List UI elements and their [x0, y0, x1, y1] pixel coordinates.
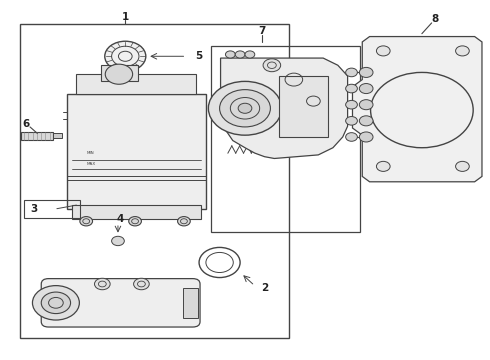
Bar: [76, 74, 196, 94]
Circle shape: [376, 161, 390, 171]
Circle shape: [345, 133, 357, 141]
Bar: [24, 200, 80, 218]
Circle shape: [238, 103, 252, 113]
Circle shape: [245, 51, 255, 58]
Bar: [183, 288, 197, 318]
Circle shape: [105, 41, 146, 71]
Text: 7: 7: [258, 26, 266, 36]
Circle shape: [177, 217, 190, 226]
Circle shape: [220, 90, 270, 127]
Circle shape: [345, 84, 357, 93]
Circle shape: [112, 236, 124, 246]
Text: 5: 5: [195, 51, 202, 61]
Bar: [21, 132, 53, 140]
Bar: [53, 133, 62, 138]
Circle shape: [41, 292, 71, 314]
Text: 2: 2: [261, 283, 268, 293]
Circle shape: [359, 132, 373, 142]
Text: 4: 4: [117, 215, 124, 224]
Circle shape: [345, 100, 357, 109]
Bar: [211, 45, 360, 232]
FancyBboxPatch shape: [41, 279, 200, 327]
Polygon shape: [220, 58, 347, 158]
Polygon shape: [352, 37, 482, 182]
Bar: [20, 24, 289, 338]
Bar: [67, 94, 206, 209]
Circle shape: [263, 59, 281, 72]
Circle shape: [129, 217, 142, 226]
Circle shape: [95, 278, 110, 290]
Text: MIN: MIN: [86, 151, 94, 155]
Text: 8: 8: [431, 14, 438, 24]
Circle shape: [134, 278, 149, 290]
Text: 3: 3: [30, 204, 38, 214]
Circle shape: [376, 46, 390, 56]
Circle shape: [80, 217, 93, 226]
Text: MAX: MAX: [86, 162, 96, 166]
Circle shape: [359, 67, 373, 77]
Circle shape: [359, 84, 373, 94]
Circle shape: [105, 64, 133, 84]
Bar: [101, 65, 138, 81]
Circle shape: [359, 116, 373, 126]
Circle shape: [345, 117, 357, 125]
Circle shape: [225, 51, 235, 58]
Circle shape: [345, 68, 357, 77]
Text: 6: 6: [23, 119, 30, 129]
Text: 1: 1: [122, 12, 129, 22]
Circle shape: [456, 46, 469, 56]
Circle shape: [456, 161, 469, 171]
Bar: [279, 76, 328, 137]
Bar: [72, 205, 201, 220]
Circle shape: [208, 81, 282, 135]
Circle shape: [359, 100, 373, 110]
Circle shape: [235, 51, 245, 58]
Circle shape: [32, 285, 79, 320]
